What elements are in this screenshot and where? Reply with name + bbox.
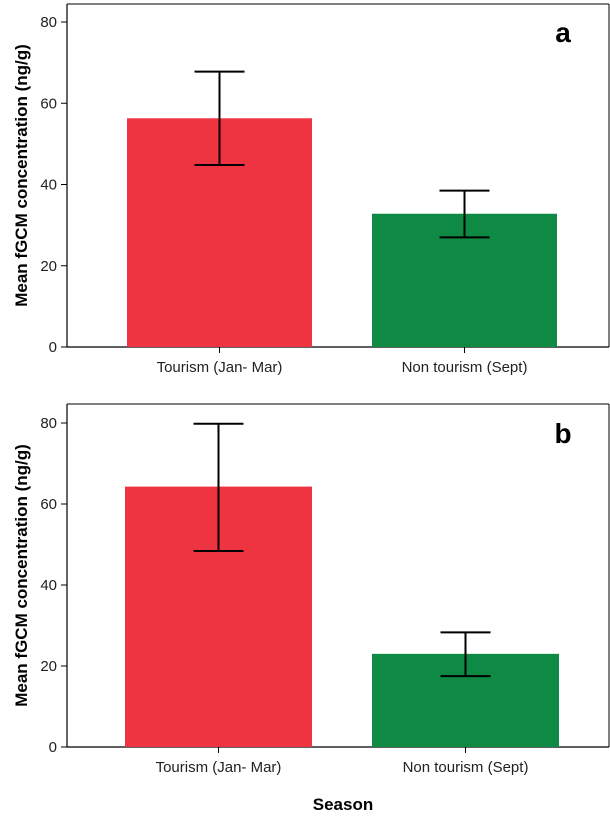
y-tick-label: 80 (40, 14, 57, 31)
y-tick-label: 80 (40, 415, 57, 432)
y-tick-label: 20 (40, 258, 57, 275)
y-tick-label: 0 (49, 739, 57, 756)
y-tick-label: 0 (49, 339, 57, 356)
x-tick-label: Non tourism (Sept) (403, 759, 529, 776)
x-tick-label: Tourism (Jan- Mar) (156, 759, 282, 776)
y-axis-title: Mean fGCM concentration (ng/g) (12, 44, 31, 307)
x-tick-label: Non tourism (Sept) (402, 359, 528, 376)
y-tick-label: 60 (40, 496, 57, 513)
x-tick-label: Tourism (Jan- Mar) (157, 359, 283, 376)
chart-panel-b: 0 20 40 60 80 Tourism (Jan- Mar) Non tourism (… (12, 403, 610, 776)
panel-label: a (555, 17, 571, 48)
y-tick-label: 40 (40, 577, 57, 594)
chart-panel-a: 0 20 40 60 80 Tourism (Jan- Mar) Non tourism (… (12, 3, 610, 376)
panel-label: b (554, 418, 571, 449)
y-tick-label: 60 (40, 95, 57, 112)
x-axis-title: Season (313, 795, 373, 814)
y-tick-label: 20 (40, 658, 57, 675)
y-axis-title: Mean fGCM concentration (ng/g) (12, 444, 31, 707)
y-tick-label: 40 (40, 177, 57, 194)
